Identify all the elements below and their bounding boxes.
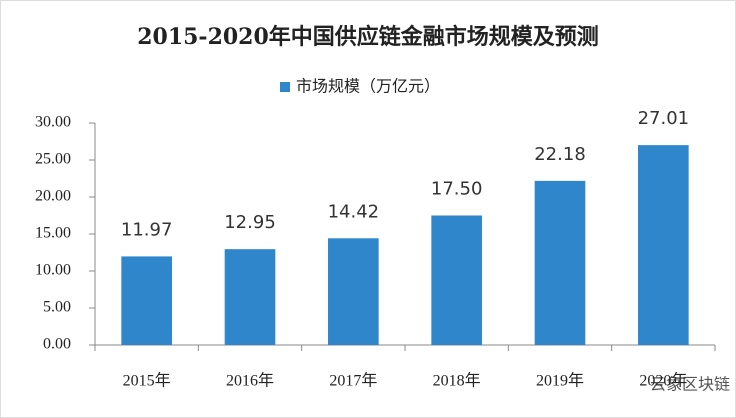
value-label: 11.97 <box>121 219 173 240</box>
watermark: 云象区块链 <box>650 375 730 394</box>
x-tick-label: 2018年 <box>433 372 481 390</box>
y-tick-label: 0.00 <box>43 336 71 353</box>
y-tick-label: 10.00 <box>35 262 71 279</box>
value-label: 27.01 <box>638 108 690 129</box>
bar <box>534 180 586 345</box>
y-tick-label: 30.00 <box>35 114 71 131</box>
legend-swatch <box>280 82 290 92</box>
bar <box>638 145 689 345</box>
bar <box>224 249 276 345</box>
value-label: 22.18 <box>534 144 586 165</box>
x-tick-label: 2019年 <box>536 372 584 390</box>
bar <box>328 238 379 345</box>
legend-label: 市场规模（万亿元） <box>296 77 440 96</box>
value-label: 12.95 <box>224 212 276 233</box>
value-label: 14.42 <box>328 201 380 222</box>
y-tick-label: 15.00 <box>35 225 71 242</box>
bar <box>121 256 172 345</box>
y-tick-label: 25.00 <box>35 151 71 168</box>
x-tick-label: 2015年 <box>123 372 171 390</box>
x-tick-label: 2016年 <box>226 372 274 390</box>
bar <box>431 215 482 345</box>
y-tick-label: 5.00 <box>43 299 71 316</box>
y-tick-label: 20.00 <box>35 188 71 205</box>
value-label: 17.50 <box>431 179 483 200</box>
chart-title: 2015-2020年中国供应链金融市场规模及预测 <box>137 24 599 50</box>
x-tick-label: 2020年 <box>639 372 687 390</box>
x-tick-label: 2017年 <box>329 372 377 390</box>
